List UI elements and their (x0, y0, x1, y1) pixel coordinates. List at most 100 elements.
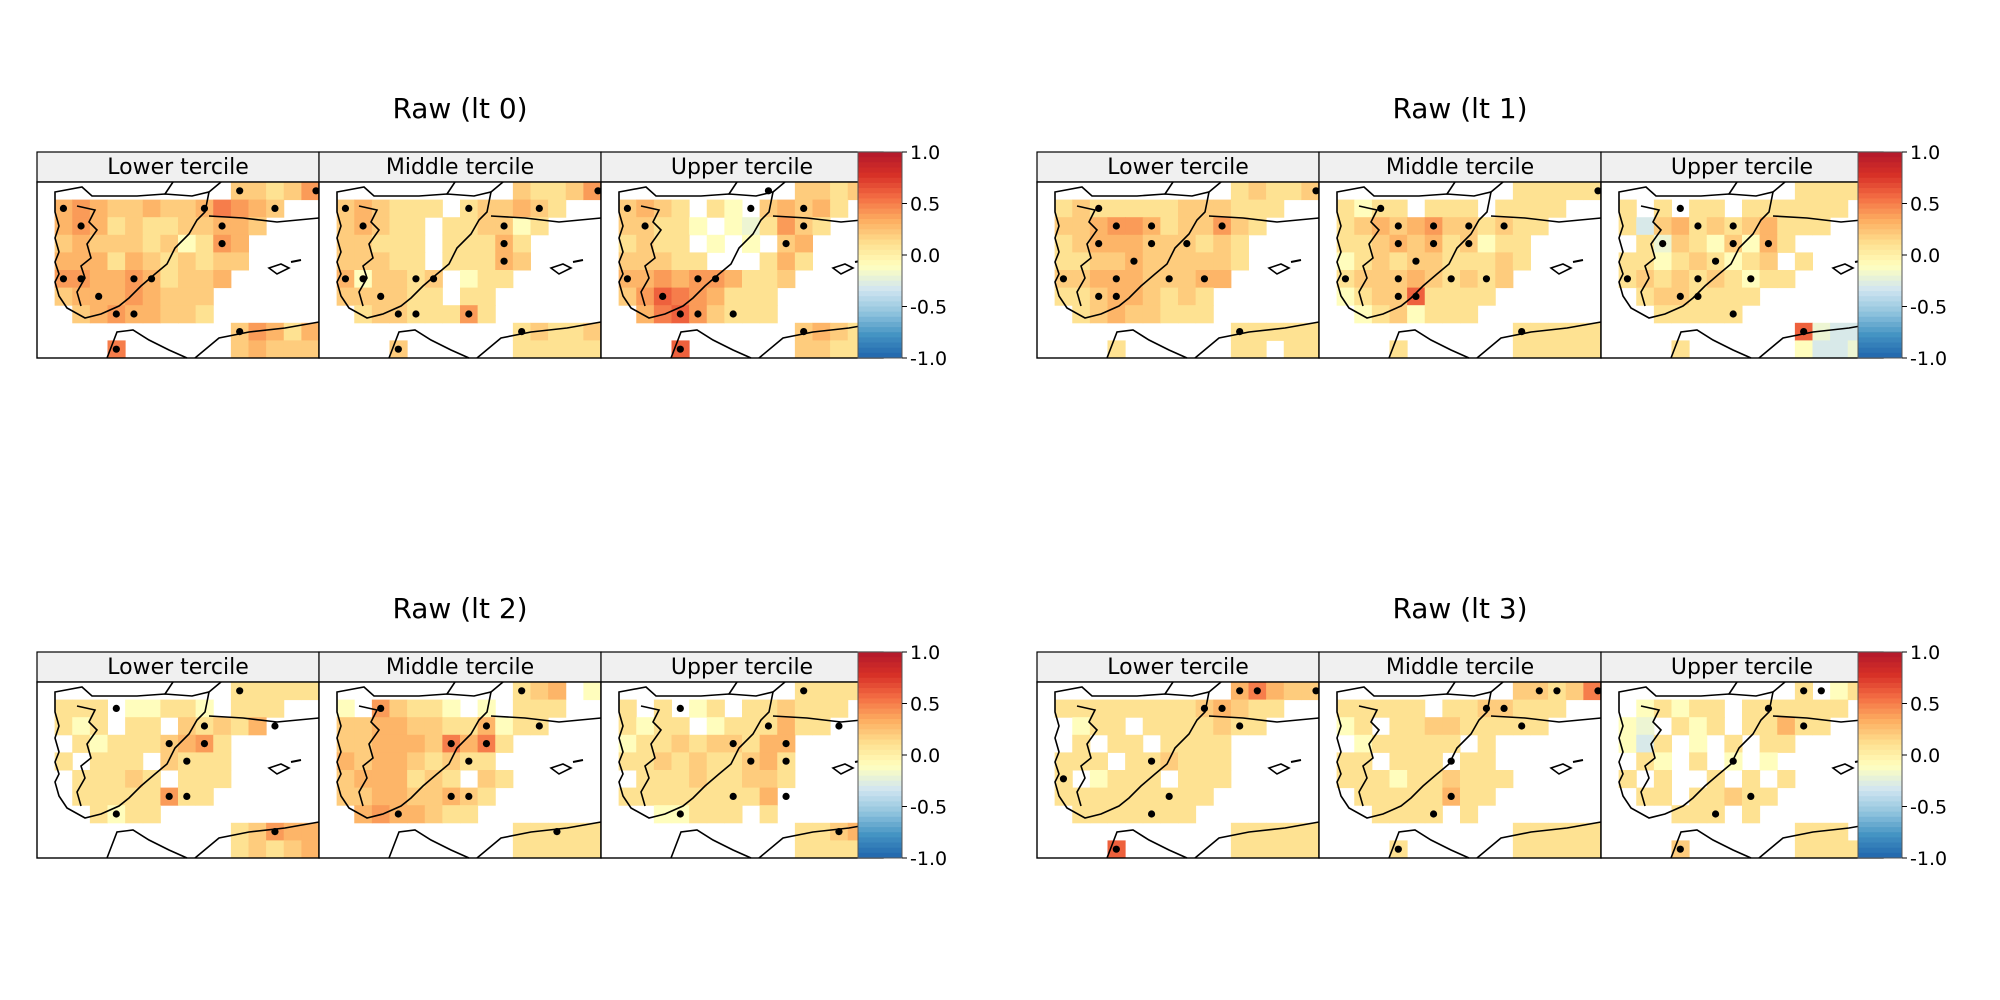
heatmap-cell (1830, 322, 1849, 341)
colorbar-segment (1858, 224, 1902, 230)
heatmap-cell (759, 699, 778, 718)
significance-dot (1059, 275, 1068, 283)
significance-dot (782, 757, 790, 765)
heatmap-cell (407, 734, 426, 753)
significance-dot (694, 275, 702, 283)
heatmap-cell (230, 717, 249, 736)
heatmap-cell (1125, 270, 1144, 289)
facet-upper-tercile: Upper tercile (1600, 651, 1884, 859)
heatmap-cell (1407, 305, 1426, 324)
heatmap-cell (125, 217, 144, 236)
colorbar-segment (858, 688, 902, 694)
heatmap-cell (336, 787, 355, 806)
colorbar-segment (1858, 760, 1902, 766)
heatmap-cell (1371, 252, 1390, 271)
heatmap-cell (1495, 252, 1514, 271)
heatmap-cell (107, 217, 126, 236)
heatmap-cell (1213, 752, 1232, 771)
heatmap-cell (1371, 770, 1390, 789)
significance-dot (1412, 292, 1420, 300)
colorbar-segment (1858, 167, 1902, 174)
menorca-island (1290, 259, 1302, 263)
colorbar-segment (858, 249, 902, 256)
heatmap-cell (1530, 199, 1549, 218)
balearic-islands (1831, 263, 1855, 275)
significance-dot (1112, 222, 1120, 230)
colorbar-segment (858, 775, 902, 782)
heatmap-cell (1248, 717, 1267, 736)
heatmap-cell (636, 234, 655, 253)
heatmap-cell (1759, 734, 1778, 753)
facet-lower-tercile: Lower tercile (36, 151, 320, 359)
menorca-island (1572, 259, 1584, 263)
heatmap-cell (1495, 270, 1514, 289)
heatmap-cell (689, 752, 708, 771)
heatmap-cell (248, 682, 267, 701)
colorbar-segment (858, 760, 902, 766)
heatmap-cell (512, 217, 531, 236)
heatmap-cell (1195, 787, 1214, 806)
heatmap-cell (636, 787, 655, 806)
significance-dot (553, 828, 561, 836)
heatmap-cell (689, 787, 708, 806)
heatmap-cell (354, 770, 373, 789)
heatmap-cell (407, 217, 426, 236)
heatmap-cell (107, 199, 126, 218)
heatmap-cell (1495, 770, 1514, 789)
colorbar-segment (1858, 801, 1902, 807)
heatmap-cell (1512, 699, 1531, 718)
heatmap-cell (512, 182, 531, 201)
heatmap-cell (830, 682, 849, 701)
significance-dot (535, 204, 543, 212)
colorbar-segment (1858, 739, 1902, 746)
heatmap-cell (636, 270, 655, 289)
significance-dot (1711, 810, 1720, 818)
heatmap-cell (618, 252, 637, 271)
heatmap-cell (689, 287, 708, 306)
heatmap-cells (54, 682, 320, 859)
significance-dot (1623, 275, 1632, 283)
heatmap-cell (1230, 340, 1249, 359)
colorbar-segment (1858, 765, 1902, 771)
heatmap-cell (671, 752, 690, 771)
colorbar-segment (1858, 775, 1902, 782)
heatmap-cell (1195, 770, 1214, 789)
heatmap-cell (1759, 217, 1778, 236)
heatmap-cell (1107, 717, 1126, 736)
heatmap-cell (336, 734, 355, 753)
colorbar-tick-label: 0.5 (910, 694, 940, 716)
heatmap-cell (424, 305, 443, 324)
heatmap-cell (1107, 770, 1126, 789)
colorbar-segment (1858, 837, 1902, 844)
heatmap-cell (1354, 199, 1373, 218)
heatmap-cell (371, 217, 390, 236)
colorbar-tick-label: 0.5 (910, 194, 940, 216)
heatmap-cell (424, 699, 443, 718)
heatmap-cell (301, 822, 320, 841)
significance-dot (1183, 240, 1191, 248)
heatmap-cell (1548, 840, 1567, 859)
heatmap-cell (107, 287, 126, 306)
facet-strip (318, 651, 602, 683)
heatmap-cell (371, 252, 390, 271)
colorbar-segment (1858, 698, 1902, 704)
heatmap-cell (1178, 752, 1197, 771)
heatmap-cell (1794, 199, 1813, 218)
heatmap-cell (266, 682, 285, 701)
heatmap-cell (777, 217, 796, 236)
heatmap-cell (1653, 734, 1672, 753)
heatmap-cell (1336, 199, 1355, 218)
colorbar-segment (858, 342, 902, 349)
colorbar-segment (858, 837, 902, 844)
heatmap-cell (248, 182, 267, 201)
heatmap-cell (442, 699, 461, 718)
significance-dot (95, 292, 103, 300)
heatmap-cell (1072, 699, 1091, 718)
heatmap-cell (1460, 270, 1479, 289)
heatmap-cell (72, 234, 91, 253)
heatmap-cell (1548, 322, 1567, 341)
heatmap-cell (830, 182, 849, 201)
heatmap-cell (371, 787, 390, 806)
heatmap-cell (1689, 734, 1708, 753)
heatmap-cell (1160, 287, 1179, 306)
